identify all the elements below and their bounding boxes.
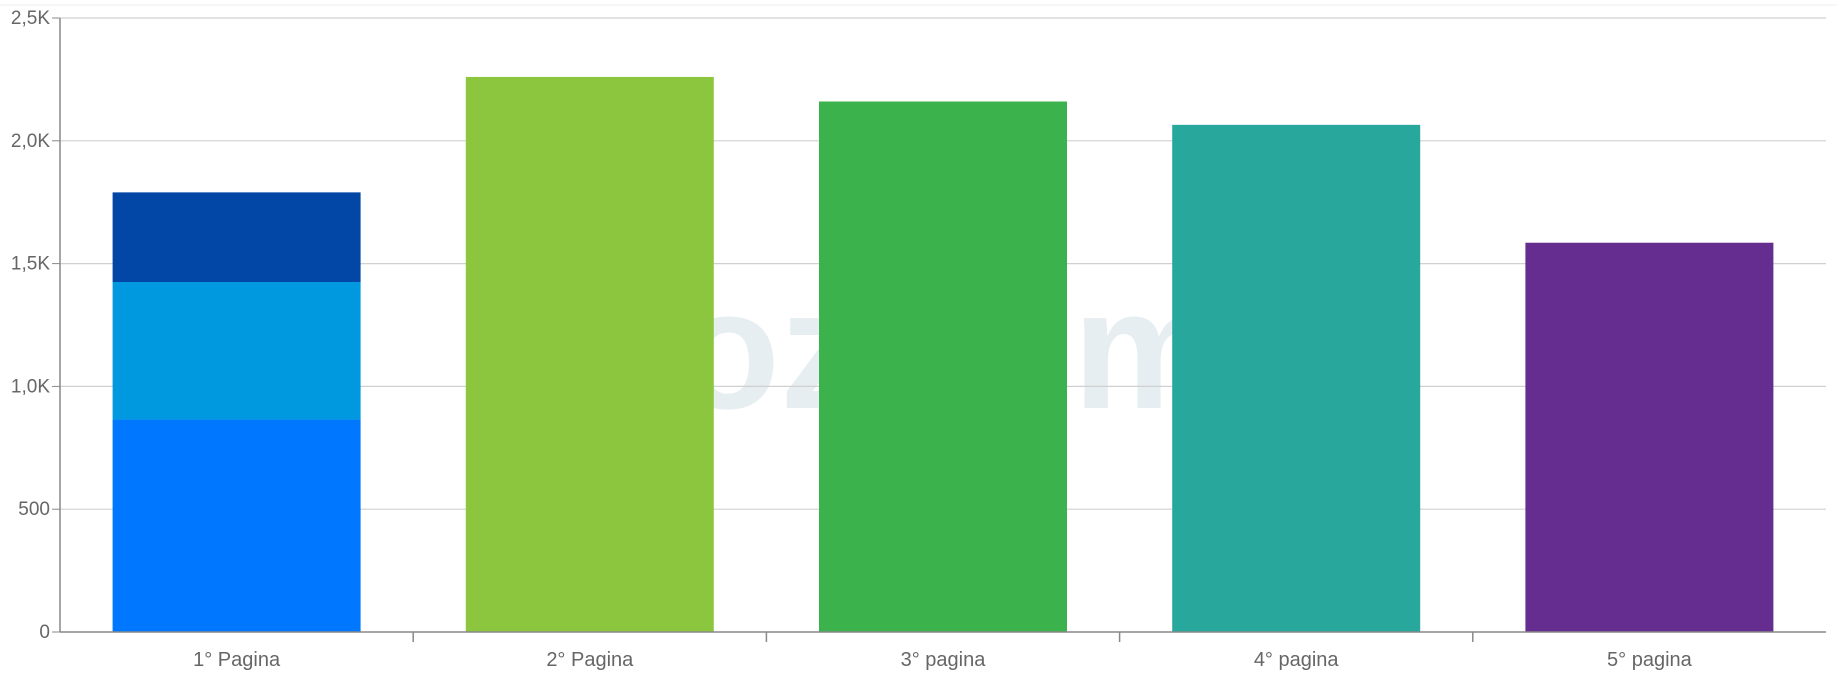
bar-segment-1-3 — [112, 192, 361, 283]
y-tick-label: 2,5K — [11, 8, 50, 29]
y-tick-label: 0 — [39, 622, 50, 643]
x-tick-label: 2° Pagina — [546, 649, 634, 671]
axes: 0 500 1,0K 1,5K 2,0K 2,5K 1° Pagina 2° Pagina 3°… — [11, 8, 1826, 671]
bar-segment-5-1 — [1525, 242, 1774, 632]
x-tick-label: 5° pagina — [1607, 649, 1693, 671]
bars — [112, 76, 1774, 633]
x-tick-label: 4° pagina — [1254, 649, 1340, 671]
bar-segment-1-1 — [112, 419, 361, 632]
y-tick-label: 2,0K — [11, 131, 50, 152]
bar-segment-3-1 — [819, 101, 1067, 632]
y-tick-label: 500 — [18, 499, 50, 520]
bar-segment-1-2 — [112, 282, 361, 420]
x-tick-label: 3° pagina — [901, 649, 987, 671]
x-tick-label: 1° Pagina — [193, 649, 281, 671]
y-tick-label: 1,0K — [11, 376, 50, 397]
bar-segment-4-1 — [1172, 124, 1421, 632]
y-tick-label: 1,5K — [11, 254, 50, 275]
bar-segment-2-1 — [465, 76, 714, 633]
